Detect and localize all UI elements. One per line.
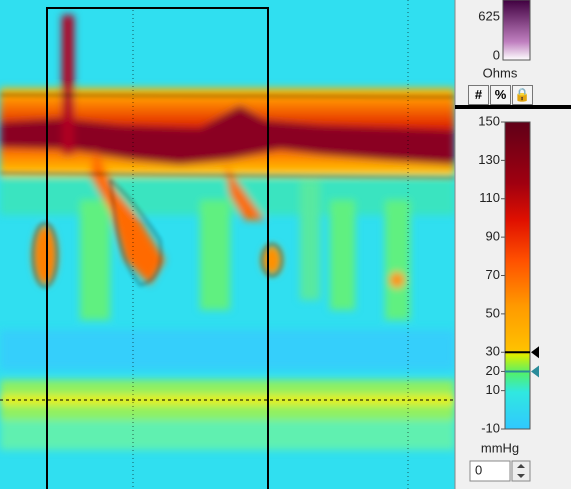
pressure-tick-label: 90 xyxy=(486,229,500,244)
pressure-tick-label: 20 xyxy=(486,363,500,378)
offset-input[interactable] xyxy=(469,460,511,482)
pressure-tick-label: 110 xyxy=(479,190,500,205)
lock-button[interactable]: 🔒 xyxy=(512,85,533,105)
pressure-tick-label: 130 xyxy=(478,152,500,167)
pressure-topography xyxy=(0,0,456,489)
percent-button[interactable]: % xyxy=(490,85,511,105)
pressure-tick-label: -10 xyxy=(481,420,500,435)
count-button[interactable]: # xyxy=(468,85,489,105)
threshold-marker xyxy=(531,346,539,359)
impedance-unit: Ohms xyxy=(483,65,518,80)
spinner[interactable] xyxy=(511,460,531,482)
pressure-unit: mmHg xyxy=(481,440,519,455)
pressure-tick-label: 10 xyxy=(486,382,500,397)
pressure-tick-label: 70 xyxy=(486,267,500,282)
pressure-tick-label: 150 xyxy=(478,113,500,128)
offset-value: 0 xyxy=(475,462,482,477)
pressure-colorbar xyxy=(504,121,531,430)
threshold-marker xyxy=(531,365,539,378)
impedance-colorbar xyxy=(502,0,531,61)
pressure-tick-label: 50 xyxy=(486,305,500,320)
impedance-tick: 625 xyxy=(478,8,500,23)
impedance-tick: 0 xyxy=(493,47,500,62)
pressure-tick-label: 30 xyxy=(486,344,500,359)
